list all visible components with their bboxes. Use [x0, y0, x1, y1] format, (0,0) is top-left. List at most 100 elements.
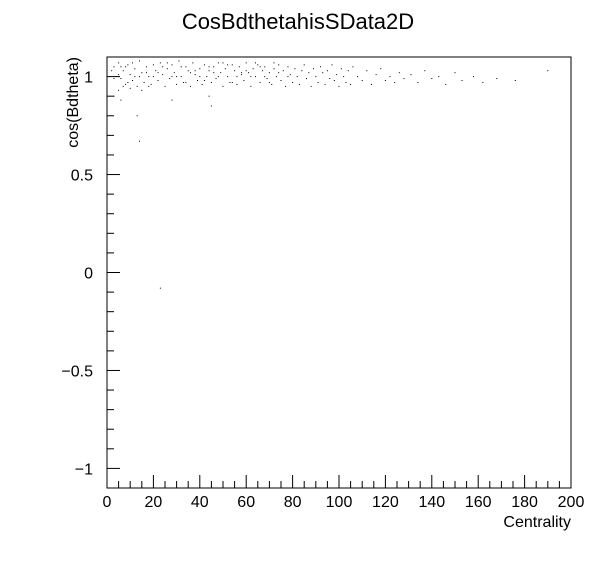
- scatter-point: [185, 82, 186, 83]
- x-axis-label: Centrality: [503, 514, 571, 531]
- y-tick-label: 1: [84, 70, 93, 87]
- scatter-point: [341, 68, 342, 69]
- scatter-point: [248, 72, 249, 73]
- scatter-point: [197, 80, 198, 81]
- scatter-point: [190, 86, 191, 87]
- x-tick-label: 120: [372, 494, 399, 511]
- scatter-point: [304, 64, 305, 65]
- scatter-point: [292, 82, 293, 83]
- scatter-point: [134, 76, 135, 77]
- scatter-point: [343, 76, 344, 77]
- scatter-point: [320, 66, 321, 67]
- scatter-point: [315, 76, 316, 77]
- scatter-point: [253, 68, 254, 69]
- scatter-point: [120, 66, 121, 67]
- scatter-point: [290, 74, 291, 75]
- scatter-point: [125, 66, 126, 67]
- scatter-point: [123, 86, 124, 87]
- scatter-point: [243, 80, 244, 81]
- scatter-point: [232, 82, 233, 83]
- y-tick-label: −1: [75, 461, 93, 478]
- scatter-point: [162, 66, 163, 67]
- scatter-point: [285, 86, 286, 87]
- scatter-point: [127, 82, 128, 83]
- scatter-point: [183, 82, 184, 83]
- scatter-point: [232, 64, 233, 65]
- scatter-point: [134, 68, 135, 69]
- scatter-point: [262, 70, 263, 71]
- scatter-point: [385, 80, 386, 81]
- scatter-point: [390, 76, 391, 77]
- scatter-point: [424, 70, 425, 71]
- scatter-point: [132, 62, 133, 63]
- scatter-point: [204, 80, 205, 81]
- x-tick-label: 20: [145, 494, 163, 511]
- scatter-point: [410, 74, 411, 75]
- scatter-point: [350, 84, 351, 85]
- scatter-point: [211, 82, 212, 83]
- scatter-point: [227, 76, 228, 77]
- scatter-point: [236, 76, 237, 77]
- scatter-point: [218, 76, 219, 77]
- scatter-point: [299, 84, 300, 85]
- scatter-point: [276, 76, 277, 77]
- scatter-point: [246, 70, 247, 71]
- scatter-point: [204, 64, 205, 65]
- y-tick-label: 0.5: [71, 168, 93, 185]
- y-tick-label: −0.5: [61, 363, 93, 380]
- scatter-point: [281, 80, 282, 81]
- scatter-point: [213, 72, 214, 73]
- scatter-point: [332, 64, 333, 65]
- scatter-point: [283, 70, 284, 71]
- y-tick-label: 0: [84, 266, 93, 283]
- scatter-point: [260, 82, 261, 83]
- chart-title: CosBdthetahisSData2D: [182, 9, 414, 34]
- scatter-point: [455, 72, 456, 73]
- scatter-point: [160, 288, 161, 289]
- scatter-point: [220, 72, 221, 73]
- x-tick-label: 160: [465, 494, 492, 511]
- scatter-point: [118, 74, 119, 75]
- scatter-point: [547, 70, 548, 71]
- scatter-point: [137, 86, 138, 87]
- scatter-point: [139, 76, 140, 77]
- scatter-point: [352, 66, 353, 67]
- scatter-point: [113, 66, 114, 67]
- scatter-point: [223, 62, 224, 63]
- scatter-point: [120, 78, 121, 79]
- scatter-point: [123, 70, 124, 71]
- scatter-point: [171, 64, 172, 65]
- scatter-point: [246, 62, 247, 63]
- scatter-point: [287, 76, 288, 77]
- scatter-point: [380, 68, 381, 69]
- scatter-point: [318, 82, 319, 83]
- scatter-point: [473, 76, 474, 77]
- scatter-point: [209, 96, 210, 97]
- scatter-point: [269, 72, 270, 73]
- scatter-point: [325, 84, 326, 85]
- scatter-point: [348, 70, 349, 71]
- scatter-point: [141, 90, 142, 91]
- scatter-point: [192, 62, 193, 63]
- scatter-point: [339, 86, 340, 87]
- scatter-point: [141, 72, 142, 73]
- scatter-point: [311, 86, 312, 87]
- scatter-point: [362, 80, 363, 81]
- x-tick-label: 100: [326, 494, 353, 511]
- scatter-point: [461, 80, 462, 81]
- scatter-point: [202, 84, 203, 85]
- scatter-point: [158, 80, 159, 81]
- scatter-point: [116, 76, 117, 77]
- scatter-point: [148, 86, 149, 87]
- scatter-point: [130, 74, 131, 75]
- scatter-point: [139, 141, 140, 142]
- scatter-point: [257, 64, 258, 65]
- y-axis-ticks: [107, 57, 120, 488]
- scatter-point: [195, 70, 196, 71]
- x-axis-tick-labels: 0 20 40 60 80 100 120 140 160 180 200: [103, 494, 585, 511]
- scatter-point: [148, 76, 149, 77]
- scatter-point: [329, 78, 330, 79]
- x-tick-label: 0: [103, 494, 112, 511]
- scatter-point: [371, 84, 372, 85]
